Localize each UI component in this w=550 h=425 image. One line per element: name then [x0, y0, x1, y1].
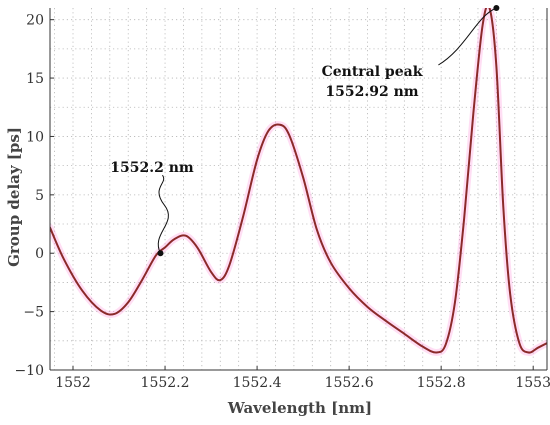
ticks-layer: 1552 1552.2 1552.4 1552.6 1552.8 1553 −10 −5 0 5 1… [14, 13, 550, 391]
y-tick-label: 20 [26, 13, 44, 29]
series-glow-0 [50, 8, 547, 357]
annotation-leader-line [438, 7, 497, 66]
annotation-label: 1552.2 nm [110, 160, 194, 176]
x-tick-label: 1552.8 [417, 375, 466, 391]
x-tick-label: 1552.4 [233, 375, 282, 391]
axes-layer [49, 8, 548, 371]
x-axis-label: Wavelength [nm] [227, 399, 372, 417]
x-tick-label: 1552.2 [141, 375, 190, 391]
y-axis-label: Group delay [ps] [5, 127, 23, 267]
series-line-0 [50, 8, 547, 354]
x-tick-label: 1552 [55, 375, 91, 391]
glow-layer [50, 8, 547, 357]
annotation-label-line2: 1552.92 nm [325, 84, 418, 100]
annotation-marker [493, 5, 500, 11]
series-layer [50, 8, 547, 354]
y-tick-label: 5 [35, 188, 44, 204]
y-tick-label: 10 [26, 129, 44, 145]
annotation-layer: 1552.2 nm Central peak 1552.92 nm [110, 5, 500, 257]
y-tick-label: −5 [23, 305, 44, 321]
x-tick-label: 1553 [515, 375, 550, 391]
y-tick-label: 15 [26, 71, 44, 87]
x-tick-label: 1552.6 [325, 375, 374, 391]
annotation-marker [157, 250, 164, 257]
annotation-label: Central peak [322, 64, 423, 80]
annotation-leader-line [157, 174, 169, 254]
grid-layer [50, 8, 547, 371]
y-tick-label: −10 [14, 363, 44, 379]
y-tick-label: 0 [35, 246, 44, 262]
